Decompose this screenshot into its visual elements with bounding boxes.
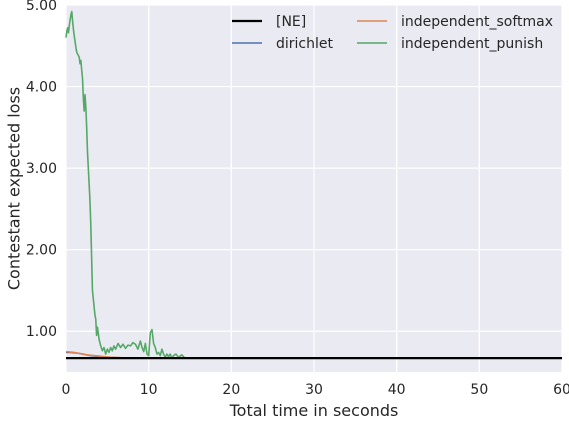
x-axis-ticks: 0 10 20 30 40 50 60 [62,382,569,398]
legend-entry: independent_softmax [357,14,553,30]
y-tick-label: 1.00 [26,324,57,340]
legend-label: [NE] [276,14,306,30]
x-tick-label: 50 [470,382,488,398]
y-tick-label: 2.00 [26,243,57,259]
x-tick-label: 40 [388,382,406,398]
series-line-independent-punish [65,10,185,359]
x-tick-label: 60 [553,382,569,398]
x-tick-label: 30 [305,382,323,398]
y-axis-ticks: 1.00 2.00 3.00 4.00 5.00 [26,0,57,340]
y-tick-label: 4.00 [26,80,57,96]
legend-label: dirichlet [276,36,333,52]
x-tick-label: 10 [140,382,158,398]
y-tick-label: 3.00 [26,161,57,177]
x-tick-label: 20 [222,382,240,398]
y-tick-label: 5.00 [26,0,57,14]
legend-label: independent_punish [401,36,543,52]
legend-entry: dirichlet [232,36,333,52]
y-axis-label: Contestant expected loss [5,87,24,290]
legend: [NE] dirichlet independent_softmax independ… [232,14,553,52]
gridlines [65,4,563,372]
legend-label: independent_softmax [401,14,553,30]
x-axis-label: Total time in seconds [229,401,399,420]
legend-entry: [NE] [232,14,306,30]
series-lines [65,10,562,360]
x-tick-label: 0 [62,382,71,398]
legend-entry: independent_punish [357,36,543,52]
